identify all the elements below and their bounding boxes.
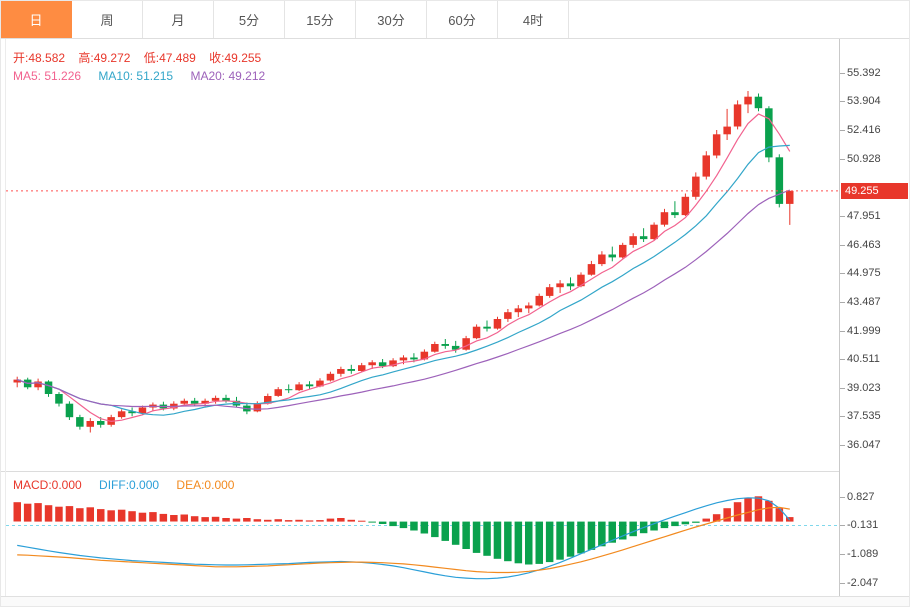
- ohlc-close: 收:49.255: [209, 51, 262, 65]
- ohlc-readout: 开:48.582 高:49.272 低:47.489 收:49.255: [13, 51, 271, 65]
- price-axis-tick: 55.392: [840, 67, 881, 79]
- tab-4hour[interactable]: 4时: [498, 1, 569, 38]
- ma10-value: MA10: 51.215: [98, 69, 174, 83]
- ma-readout: MA5: 51.226 MA10: 51.215 MA20: 49.212: [13, 69, 279, 83]
- tab-month[interactable]: 月: [143, 1, 214, 38]
- price-axis-tick: 43.487: [840, 296, 881, 308]
- macd-readout: MACD:0.000 DIFF:0.000 DEA:0.000: [13, 478, 248, 492]
- tab-15min[interactable]: 15分: [285, 1, 356, 38]
- ohlc-low: 低:47.489: [143, 51, 196, 65]
- tab-day[interactable]: 日: [1, 1, 72, 38]
- macd-value: MACD:0.000: [13, 478, 82, 492]
- tab-30min[interactable]: 30分: [356, 1, 427, 38]
- diff-value: DIFF:0.000: [99, 478, 160, 492]
- price-axis-tick: 46.463: [840, 239, 881, 251]
- ma20-value: MA20: 49.212: [190, 69, 266, 83]
- price-axis-tick: 50.928: [840, 153, 881, 165]
- macd-axis-tick: -1.089: [839, 548, 879, 560]
- macd-axis-tick: -0.131: [839, 519, 879, 531]
- macd-axis-tick: -2.047: [839, 577, 879, 589]
- price-axis-tick: 39.023: [840, 382, 881, 394]
- macd-plot[interactable]: [6, 471, 840, 596]
- macd-chart[interactable]: [5, 471, 840, 596]
- price-axis-tick: 53.904: [840, 95, 881, 107]
- ma5-value: MA5: 51.226: [13, 69, 82, 83]
- tab-week[interactable]: 周: [72, 1, 143, 38]
- price-chart[interactable]: [5, 39, 840, 471]
- tab-5min[interactable]: 5分: [214, 1, 285, 38]
- ohlc-high: 高:49.272: [78, 51, 131, 65]
- panel-divider: [1, 471, 909, 472]
- candlestick-plot[interactable]: [6, 39, 840, 471]
- price-axis-tick: 52.416: [840, 124, 881, 136]
- tab-60min[interactable]: 60分: [427, 1, 498, 38]
- price-axis-tick: 40.511: [840, 353, 880, 365]
- price-axis-tick: 36.047: [840, 439, 881, 451]
- price-axis: 49.255 55.392 53.904 52.416 50.928 47.951 46.…: [839, 39, 909, 596]
- price-axis-tick: 41.999: [840, 325, 881, 337]
- ohlc-open: 开:48.582: [13, 51, 66, 65]
- current-price-badge: 49.255: [841, 183, 908, 199]
- price-axis-tick: 37.535: [840, 410, 881, 422]
- dea-value: DEA:0.000: [176, 478, 235, 492]
- macd-axis-tick: 0.827: [840, 491, 875, 503]
- time-axis-strip: [1, 596, 909, 606]
- timeframe-tabbar: 日周月 5分 15分 30分 60分 4时: [1, 1, 909, 39]
- price-axis-tick: 44.975: [840, 267, 881, 279]
- price-axis-tick: 47.951: [840, 210, 881, 222]
